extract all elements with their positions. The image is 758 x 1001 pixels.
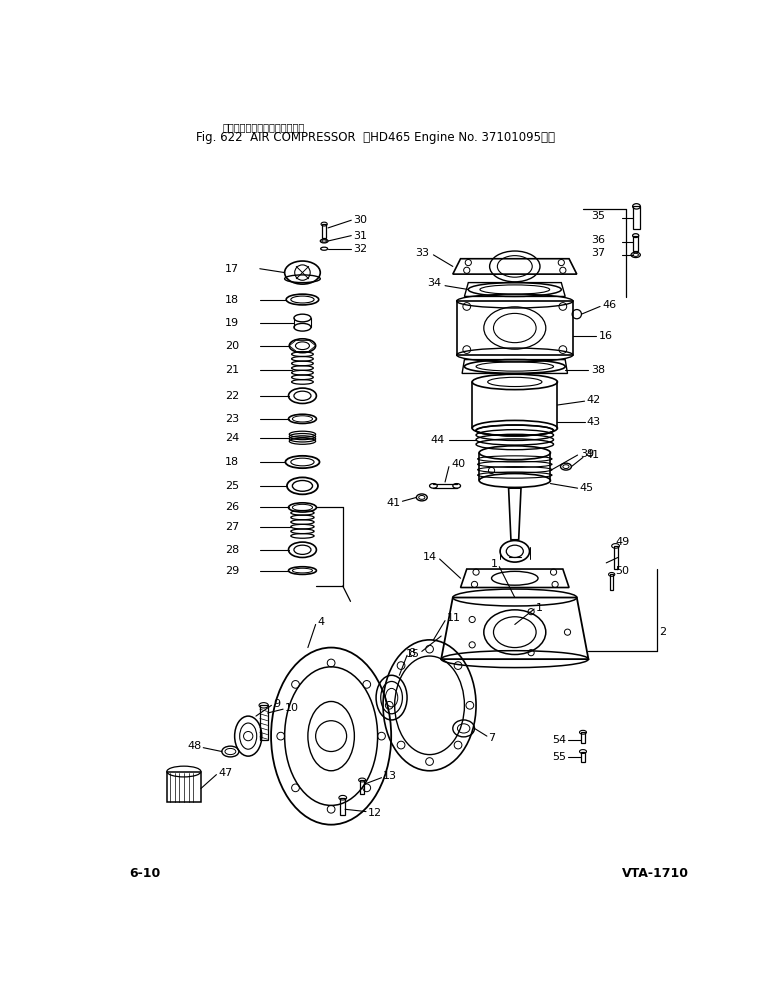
Text: 30: 30 xyxy=(352,215,367,225)
Text: 20: 20 xyxy=(225,340,239,350)
Text: 1: 1 xyxy=(536,603,543,613)
Bar xyxy=(614,546,618,569)
Text: 24: 24 xyxy=(225,433,240,443)
Text: 40: 40 xyxy=(451,459,465,469)
Text: 54: 54 xyxy=(552,735,566,745)
Bar xyxy=(340,798,345,815)
Text: 41: 41 xyxy=(386,497,400,508)
Text: 33: 33 xyxy=(415,247,430,257)
Bar xyxy=(260,706,268,740)
Text: 39: 39 xyxy=(580,448,594,458)
Text: 21: 21 xyxy=(225,365,239,375)
Text: 10: 10 xyxy=(284,703,299,713)
Text: 18: 18 xyxy=(225,457,239,467)
Text: 45: 45 xyxy=(580,483,594,493)
Text: 31: 31 xyxy=(352,230,367,240)
Text: 38: 38 xyxy=(590,365,605,375)
Text: 19: 19 xyxy=(225,317,239,327)
Text: 29: 29 xyxy=(225,566,240,576)
Text: 36: 36 xyxy=(590,235,605,245)
Text: 41: 41 xyxy=(585,450,600,460)
Bar xyxy=(456,301,573,355)
Text: 42: 42 xyxy=(587,394,601,404)
Text: 28: 28 xyxy=(225,545,240,555)
Text: 37: 37 xyxy=(590,248,605,258)
Bar xyxy=(581,752,585,763)
Text: 7: 7 xyxy=(488,733,496,743)
Bar xyxy=(634,235,638,251)
Text: 13: 13 xyxy=(383,771,397,781)
Text: 14: 14 xyxy=(423,552,437,562)
Text: 16: 16 xyxy=(599,330,612,340)
Text: 15: 15 xyxy=(406,649,419,659)
Text: 48: 48 xyxy=(187,741,202,751)
Text: 23: 23 xyxy=(225,413,239,423)
Bar xyxy=(322,224,327,238)
Text: 22: 22 xyxy=(225,390,240,400)
Text: 4: 4 xyxy=(317,618,324,628)
Text: 17: 17 xyxy=(225,263,239,273)
Bar xyxy=(610,575,613,590)
Text: 34: 34 xyxy=(427,278,441,288)
Text: 6-10: 6-10 xyxy=(130,867,161,880)
Text: 1: 1 xyxy=(490,560,498,570)
Text: 11: 11 xyxy=(446,614,461,624)
Bar xyxy=(167,772,201,803)
Text: 55: 55 xyxy=(552,752,566,762)
Text: 12: 12 xyxy=(368,808,382,818)
Text: 50: 50 xyxy=(615,566,630,576)
Text: 26: 26 xyxy=(225,503,239,513)
Text: 43: 43 xyxy=(587,417,601,427)
Text: Fig. 622  AIR COMPRESSOR  （HD465 Engine No. 37101095～）: Fig. 622 AIR COMPRESSOR （HD465 Engine No… xyxy=(196,130,555,143)
Text: 8: 8 xyxy=(409,648,415,658)
Text: 35: 35 xyxy=(590,211,605,221)
Text: 27: 27 xyxy=(225,522,240,532)
Text: 32: 32 xyxy=(352,243,367,253)
Text: 25: 25 xyxy=(225,480,239,490)
Text: 2: 2 xyxy=(659,628,666,638)
Text: 18: 18 xyxy=(225,294,239,304)
Text: 44: 44 xyxy=(431,434,445,444)
Bar xyxy=(581,733,585,743)
Text: 9: 9 xyxy=(273,699,280,709)
Text: VTA-1710: VTA-1710 xyxy=(622,867,689,880)
Bar xyxy=(360,780,364,794)
Text: エアコンプレッサ　（配管図）: エアコンプレッサ （配管図） xyxy=(223,122,305,132)
Text: 46: 46 xyxy=(603,300,616,310)
Bar xyxy=(634,206,640,229)
Text: 47: 47 xyxy=(218,768,232,778)
Text: 49: 49 xyxy=(615,538,630,548)
